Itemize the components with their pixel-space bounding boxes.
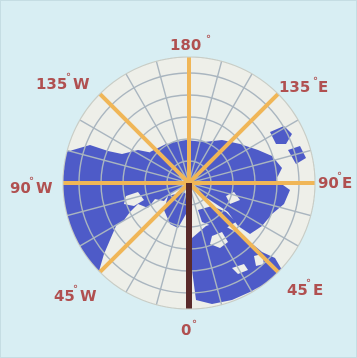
land-arctic-islands <box>150 163 168 174</box>
land-asia <box>150 140 290 234</box>
minor-meridian-345 <box>155 182 190 305</box>
label-south-west-dir: W <box>80 287 97 305</box>
label-north-west-dir: W <box>73 75 90 93</box>
disc-outline <box>62 56 316 310</box>
label-south-east: 45 <box>287 281 308 299</box>
minor-meridian-60 <box>188 182 299 247</box>
major-meridian-225 <box>98 92 191 185</box>
major-meridian-315 <box>98 181 191 274</box>
minor-meridian-300 <box>79 182 190 247</box>
label-west: 90 <box>10 179 31 197</box>
label-east-dir: E <box>342 174 353 192</box>
label-north-east: 135 <box>279 78 311 96</box>
label-south-west: 45 <box>54 287 75 305</box>
label-east-degree: ° <box>337 171 342 182</box>
sea-black <box>232 264 248 274</box>
label-north-west: 135 <box>36 75 68 93</box>
minor-meridian-255 <box>67 149 190 184</box>
label-east: 90 <box>318 174 339 192</box>
label-south-west-degree: ° <box>73 284 78 295</box>
sea-hudson-bay <box>124 192 144 206</box>
label-south-east-degree: ° <box>306 278 311 289</box>
minor-meridian-240 <box>79 119 190 184</box>
label-south: 0 <box>181 321 192 339</box>
land-far-east-2 <box>288 146 306 164</box>
minor-meridian-75 <box>188 182 311 217</box>
land-north-america <box>63 145 184 271</box>
major-meridian-45 <box>187 181 280 274</box>
label-south-east-dir: E <box>313 281 324 299</box>
label-north: 180 <box>170 36 202 54</box>
minor-meridian-150 <box>188 73 253 184</box>
minor-meridian-105 <box>188 149 311 184</box>
minor-meridian-285 <box>67 182 190 217</box>
label-south-degree: ° <box>192 319 197 330</box>
label-north-east-dir: E <box>318 78 329 96</box>
minor-meridian-330 <box>125 182 190 293</box>
minor-meridian-120 <box>188 119 299 184</box>
label-north-west-degree: ° <box>66 72 71 83</box>
minor-meridian-15 <box>188 182 223 305</box>
label-north-degree: ° <box>206 34 211 45</box>
minor-meridians <box>67 61 311 305</box>
minor-meridian-210 <box>125 73 190 184</box>
label-north-east-degree: ° <box>313 76 318 87</box>
label-west-dir: W <box>36 179 53 197</box>
minor-meridian-195 <box>155 61 190 184</box>
label-west-degree: ° <box>29 176 34 187</box>
minor-meridian-30 <box>188 182 253 293</box>
minor-meridian-165 <box>188 61 223 184</box>
major-meridians <box>63 57 315 274</box>
land-far-east <box>270 126 292 144</box>
major-meridian-135 <box>187 92 280 185</box>
